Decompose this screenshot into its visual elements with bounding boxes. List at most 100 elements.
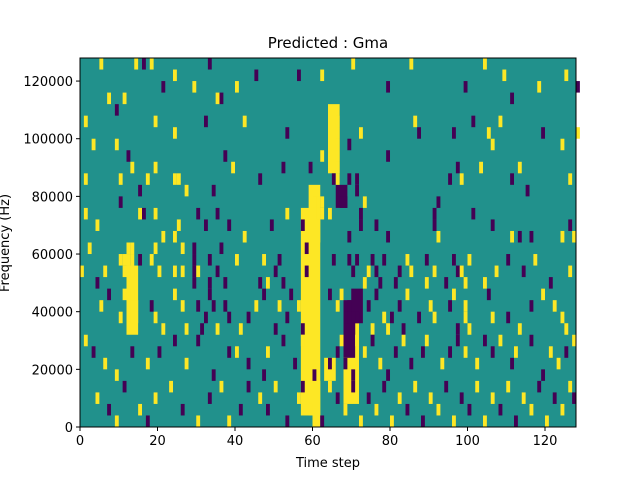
heatmap-cell: [479, 161, 484, 174]
heatmap-cell: [362, 277, 367, 289]
heatmap-cell: [560, 138, 565, 151]
heatmap-cell: [390, 415, 394, 427]
heatmap-band: [343, 300, 356, 358]
x-tick-label: 20: [149, 434, 166, 449]
heatmap-cell: [161, 230, 166, 243]
heatmap-cell: [227, 219, 232, 231]
heatmap-cell: [83, 173, 88, 185]
heatmap-cell: [463, 81, 468, 93]
heatmap-cell: [335, 138, 340, 151]
heatmap-cell: [196, 265, 201, 278]
heatmap-cell: [366, 392, 371, 404]
heatmap-cell: [134, 311, 139, 324]
heatmap-cell: [568, 173, 573, 185]
heatmap-cell: [204, 115, 208, 128]
heatmap-cell: [576, 127, 580, 139]
heatmap-cell: [572, 230, 577, 243]
heatmap-cell: [432, 265, 437, 278]
heatmap-cell: [308, 403, 313, 416]
heatmap-cell: [293, 357, 298, 370]
heatmap-cell: [223, 277, 228, 289]
heatmap-cell: [173, 127, 177, 139]
heatmap-cell: [107, 92, 112, 105]
heatmap-cell: [405, 254, 410, 266]
heatmap-cell: [304, 242, 309, 255]
heatmap-cell: [417, 311, 422, 324]
y-tick-label: 40000: [32, 306, 73, 321]
heatmap-cell: [99, 300, 104, 312]
heatmap-cell: [320, 207, 325, 220]
heatmap-cell: [215, 92, 220, 105]
heatmap-cell: [494, 265, 499, 278]
heatmap-cell: [196, 334, 201, 347]
heatmap-cell: [490, 219, 495, 231]
heatmap-cell: [506, 380, 511, 393]
heatmap-cell: [196, 207, 201, 220]
heatmap-cell: [386, 150, 391, 162]
heatmap-cell: [328, 288, 332, 301]
heatmap-cell: [483, 334, 487, 347]
heatmap-cell: [277, 254, 282, 266]
heatmap-cell: [463, 277, 468, 289]
heatmap-cell: [180, 300, 185, 312]
heatmap-cell: [452, 288, 456, 301]
heatmap-cell: [300, 323, 305, 335]
heatmap-cell: [436, 230, 441, 243]
heatmap-cell: [320, 196, 325, 208]
heatmap-band: [312, 380, 321, 428]
heatmap-cell: [103, 357, 108, 370]
heatmap-cell: [192, 254, 197, 266]
heatmap-cell: [347, 173, 352, 185]
heatmap-cell: [471, 207, 476, 220]
heatmap-cell: [145, 357, 150, 370]
heatmap-cell: [227, 346, 232, 358]
y-tick-label: 80000: [32, 190, 73, 205]
heatmap-cell: [339, 288, 344, 301]
heatmap-cell: [312, 196, 317, 208]
heatmap-cell: [207, 254, 212, 266]
heatmap-cell: [467, 254, 472, 266]
heatmap-cell: [300, 334, 305, 347]
heatmap-cell: [122, 380, 127, 393]
heatmap-cell: [448, 300, 453, 312]
heatmap-cell: [390, 311, 394, 324]
heatmap-cell: [564, 323, 569, 335]
heatmap-cell: [266, 277, 270, 289]
heatmap-cell: [506, 311, 511, 324]
heatmap-cell: [126, 265, 131, 278]
heatmap-cell: [463, 311, 468, 324]
heatmap-cell: [537, 380, 542, 393]
heatmap-cell: [207, 392, 212, 404]
heatmap-cell: [184, 323, 189, 335]
heatmap-cell: [347, 254, 352, 266]
heatmap-cell: [149, 254, 154, 266]
heatmap-cell: [386, 369, 391, 381]
heatmap-cell: [130, 242, 135, 255]
heatmap-cell: [130, 265, 135, 278]
heatmap-cell: [521, 392, 526, 404]
heatmap-cell: [192, 81, 197, 93]
heatmap-cell: [490, 311, 495, 324]
heatmap-cell: [355, 184, 360, 197]
axes-frame: [79, 57, 577, 428]
x-tick-label: 40: [227, 434, 244, 449]
heatmap-cell: [397, 265, 402, 278]
y-axis-label: Frequency (Hz): [0, 194, 13, 292]
heatmap-cell: [161, 323, 166, 335]
heatmap-cell: [328, 207, 332, 220]
heatmap-cell: [374, 219, 379, 231]
heatmap-cell: [393, 346, 398, 358]
y-tick-label: 120000: [23, 75, 73, 90]
x-tick-label: 120: [533, 434, 558, 449]
heatmap-cell: [192, 242, 197, 255]
heatmap-cell: [328, 380, 332, 393]
heatmap-cell: [335, 127, 340, 139]
heatmap-cell: [211, 184, 216, 197]
heatmap-cell: [297, 69, 301, 82]
heatmap-cell: [289, 288, 294, 301]
heatmap-cell: [254, 69, 259, 82]
heatmap-cell: [231, 161, 236, 174]
heatmap-cell: [490, 138, 495, 151]
heatmap-cell: [328, 357, 332, 370]
x-axis-label: Time step: [295, 456, 360, 471]
